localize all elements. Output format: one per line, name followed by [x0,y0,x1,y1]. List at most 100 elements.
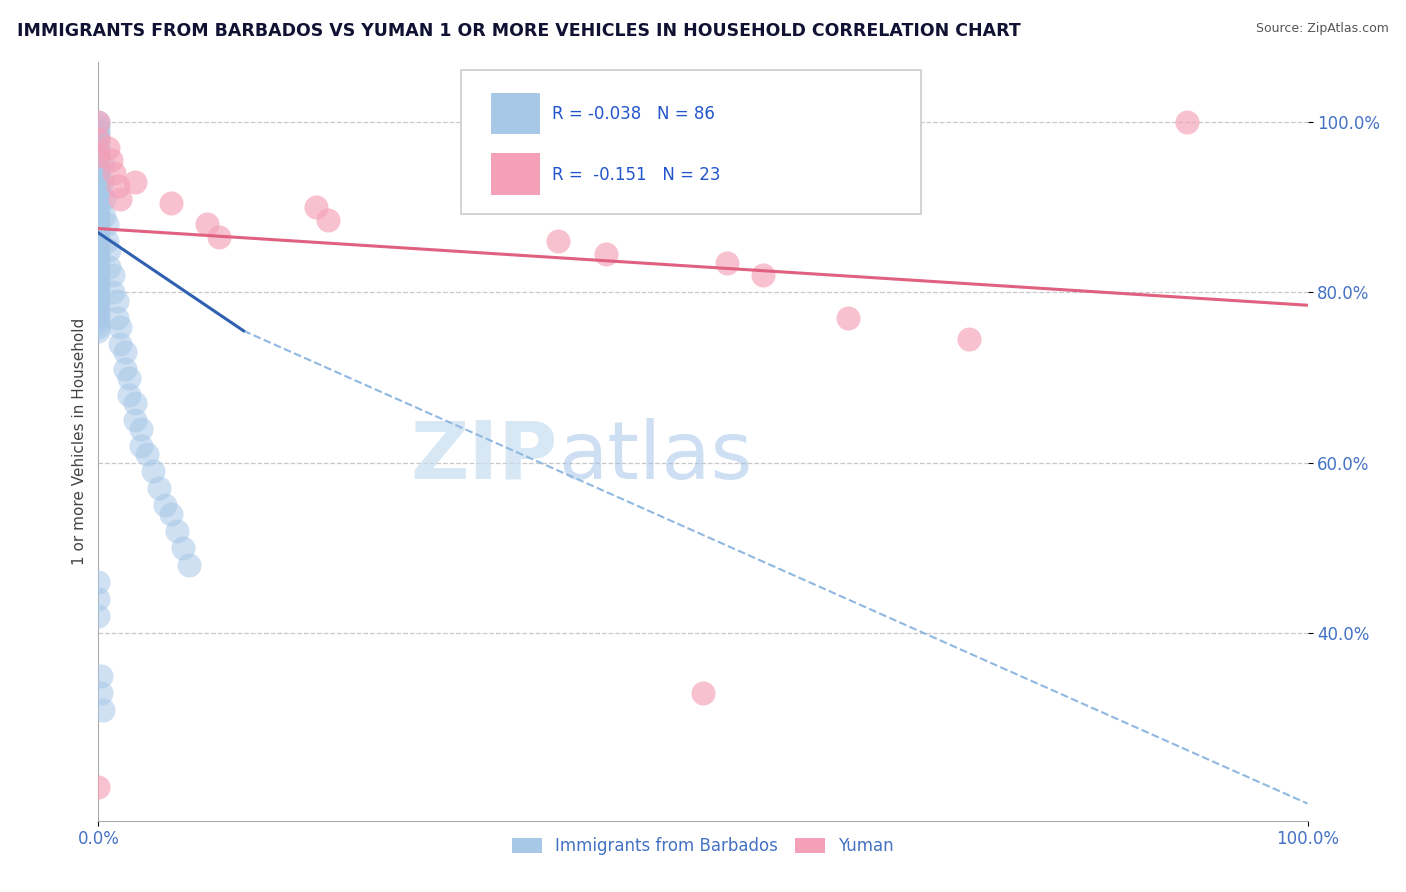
Point [87,307,110,321]
Point [87,149,110,163]
Point [98,260,121,274]
Text: atlas: atlas [558,417,752,496]
Point [166,524,188,538]
Point [114,362,136,376]
Point [87,183,110,197]
Point [87,235,110,249]
Point [103,166,125,180]
Point [87,128,110,142]
Point [208,230,231,244]
Text: R = -0.038   N = 86: R = -0.038 N = 86 [551,105,714,123]
Point [87,178,110,193]
Point [87,255,110,269]
Point [87,161,110,176]
Point [100,153,122,168]
Point [87,780,110,794]
Point [87,311,110,326]
Point [837,311,859,326]
Point [87,175,110,189]
Point [91,703,114,717]
Point [87,166,110,180]
Point [87,230,110,244]
Point [87,238,110,252]
Point [87,187,110,202]
Text: Source: ZipAtlas.com: Source: ZipAtlas.com [1256,22,1389,36]
Point [1175,115,1198,129]
Point [87,260,110,274]
Point [87,115,110,129]
Point [87,153,110,168]
Point [87,149,110,163]
Point [305,200,328,214]
Legend: Immigrants from Barbados, Yuman: Immigrants from Barbados, Yuman [505,830,901,862]
Point [96,217,118,231]
Point [87,221,110,235]
Point [98,243,121,257]
Point [87,293,110,308]
Point [90,669,112,683]
FancyBboxPatch shape [492,153,540,195]
Point [87,247,110,261]
Point [87,268,110,283]
Point [87,290,110,304]
Point [87,170,110,185]
Point [91,158,114,172]
Point [179,558,201,572]
Point [87,115,110,129]
Point [108,336,131,351]
Point [87,575,110,590]
Point [93,209,115,223]
Point [716,255,738,269]
Point [87,204,110,219]
Point [91,175,114,189]
Point [87,136,110,151]
Point [87,273,110,287]
Point [153,499,176,513]
Point [547,235,569,249]
Point [172,541,194,555]
Point [692,686,714,700]
Point [195,217,218,231]
Point [105,293,128,308]
Point [87,324,110,338]
Point [105,311,128,326]
Point [87,209,110,223]
Point [142,464,165,478]
FancyBboxPatch shape [492,93,540,135]
Point [957,332,980,346]
Point [118,387,141,401]
Point [101,285,124,300]
Point [316,213,339,227]
Point [87,145,110,159]
Point [118,370,141,384]
Point [129,422,152,436]
Point [87,302,110,317]
Point [87,252,110,266]
Point [87,132,110,146]
Point [96,235,118,249]
Point [87,192,110,206]
Point [752,268,775,283]
Point [87,196,110,211]
Point [87,264,110,278]
Text: R =  -0.151   N = 23: R = -0.151 N = 23 [551,166,720,184]
Point [90,686,112,700]
Point [87,277,110,291]
Point [124,396,146,410]
Point [87,319,110,334]
Point [595,247,617,261]
Point [101,268,124,283]
Point [129,439,152,453]
Point [87,200,110,214]
FancyBboxPatch shape [461,70,921,214]
Point [87,158,110,172]
Point [87,592,110,607]
Point [108,319,131,334]
Point [135,447,157,461]
Point [87,281,110,295]
Y-axis label: 1 or more Vehicles in Household: 1 or more Vehicles in Household [72,318,87,566]
Point [87,123,110,137]
Point [87,285,110,300]
Point [87,120,110,134]
Point [87,315,110,329]
